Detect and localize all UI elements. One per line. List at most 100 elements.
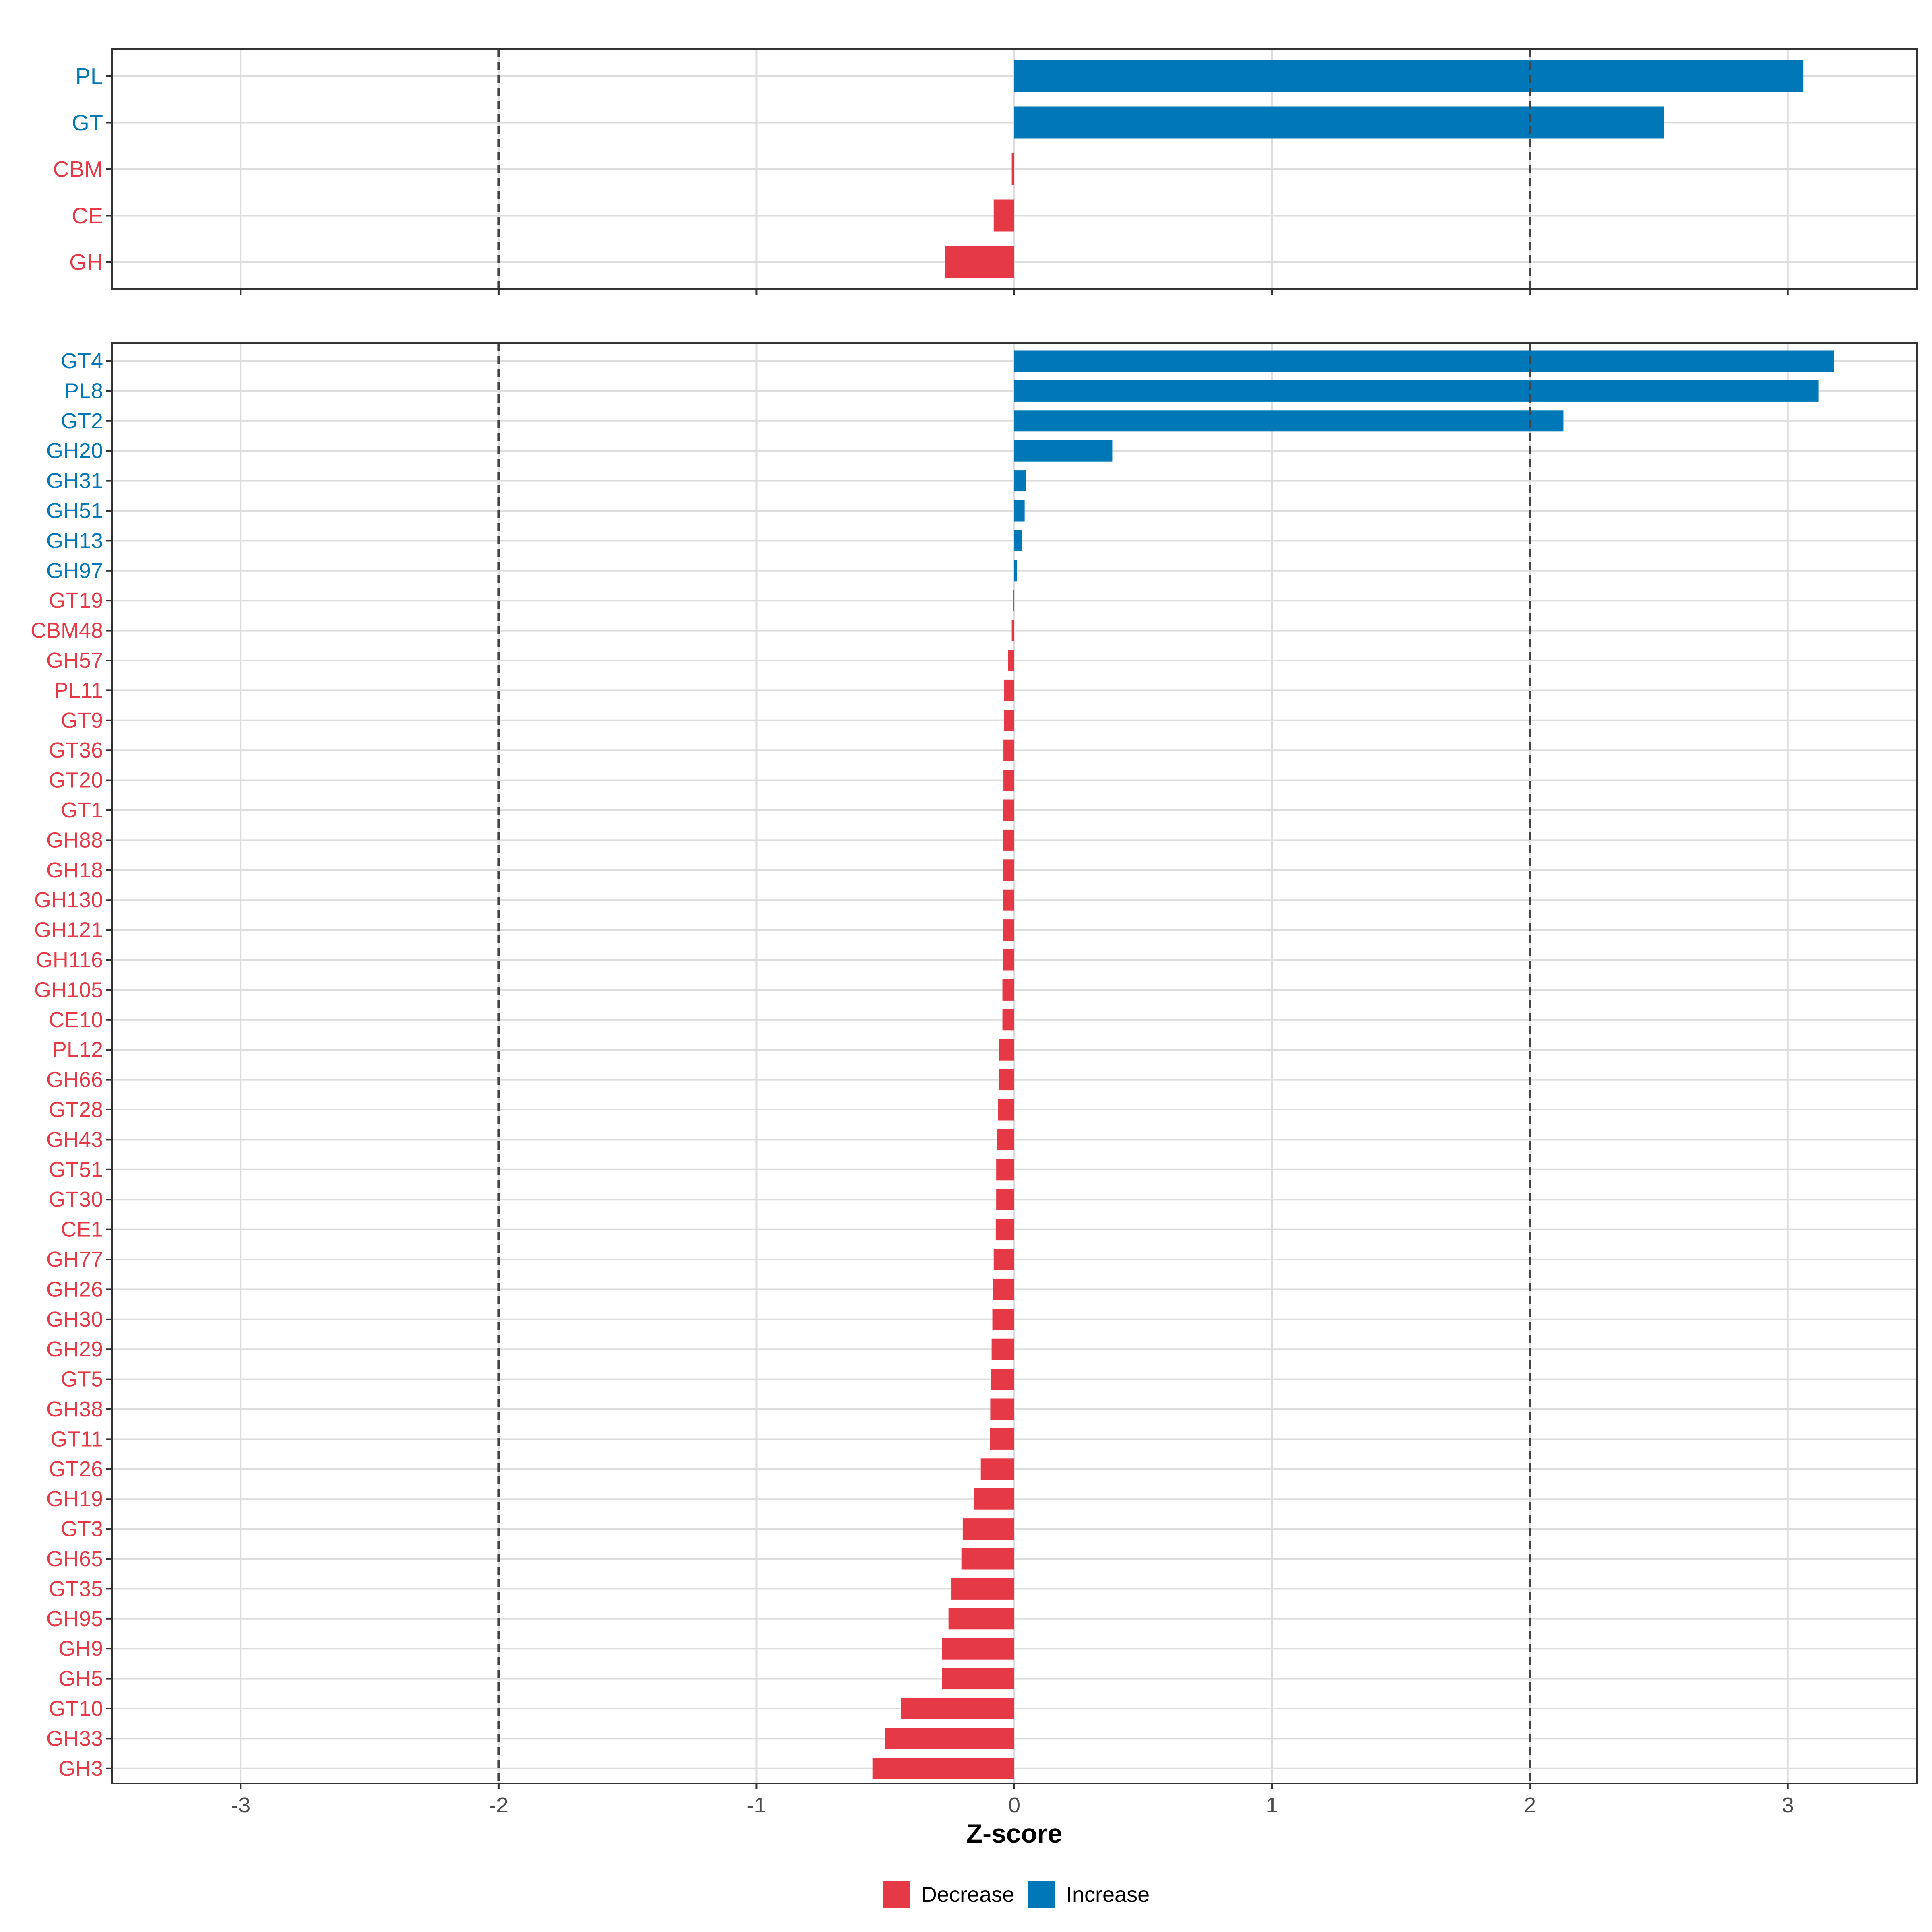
- bar-gt1: [1003, 799, 1014, 821]
- bar-gt36: [1003, 739, 1014, 761]
- y-tick-label: GT20: [49, 768, 103, 793]
- bar-gh: [945, 246, 1014, 278]
- bar-pl8: [1014, 380, 1819, 402]
- y-tick-label: GT28: [49, 1098, 103, 1122]
- y-tick-label: GT26: [49, 1457, 103, 1481]
- y-tick-label: GT36: [49, 738, 103, 762]
- bar-gt20: [1003, 770, 1014, 791]
- bar-ce10: [1002, 1009, 1014, 1031]
- bar-gh13: [1014, 530, 1022, 551]
- x-tick-label: -1: [747, 1793, 766, 1817]
- y-tick-label: PL: [76, 64, 103, 89]
- y-tick-label: GH105: [34, 978, 103, 1002]
- bar-gh97: [1014, 560, 1017, 582]
- legend-swatch-decrease: [883, 1881, 910, 1908]
- bar-gh51: [1014, 500, 1025, 522]
- bar-gh19: [974, 1488, 1014, 1510]
- legend-swatch-increase: [1028, 1881, 1055, 1908]
- y-tick-label: GH29: [46, 1337, 103, 1361]
- bar-gt5: [991, 1368, 1014, 1390]
- bar-gt11: [990, 1428, 1014, 1450]
- bar-pl12: [999, 1039, 1014, 1061]
- y-tick-label: GH38: [46, 1397, 103, 1421]
- bar-gh57: [1007, 650, 1014, 671]
- y-tick-label: PL11: [54, 678, 103, 702]
- bar-gh29: [991, 1338, 1014, 1360]
- y-tick-label: GH130: [34, 888, 103, 912]
- y-tick-label: GH5: [58, 1667, 103, 1691]
- bar-gt28: [998, 1099, 1014, 1121]
- y-tick-label: GH33: [46, 1726, 103, 1750]
- bar-gt35: [951, 1578, 1014, 1600]
- y-tick-label: GH65: [46, 1547, 103, 1571]
- y-tick-label: GH57: [46, 648, 103, 673]
- y-tick-label: GH88: [46, 828, 103, 852]
- y-tick-label: GH9: [58, 1637, 103, 1661]
- y-tick-label: GH97: [46, 559, 103, 583]
- bar-gh30: [992, 1309, 1014, 1330]
- y-tick-label: GT4: [61, 349, 103, 373]
- bar-gt4: [1014, 350, 1835, 372]
- bar-gh5: [942, 1668, 1014, 1690]
- bar-gt51: [996, 1159, 1014, 1181]
- bar-gh38: [990, 1398, 1014, 1420]
- bar-gt9: [1004, 710, 1014, 731]
- y-tick-label: GT9: [61, 708, 103, 733]
- family-level-panel: GT4PL8GT2GH20GH31GH51GH13GH97GT19CBM48GH…: [31, 342, 1918, 1817]
- y-tick-label: PL12: [52, 1038, 103, 1062]
- y-tick-label: GT10: [49, 1697, 103, 1721]
- y-tick-label: GT35: [49, 1577, 103, 1601]
- bar-gh9: [942, 1638, 1014, 1660]
- bar-gh31: [1014, 470, 1026, 492]
- legend-label-increase: Increase: [1066, 1882, 1150, 1907]
- y-tick-label: GH13: [46, 528, 103, 553]
- bar-pl11: [1004, 679, 1014, 701]
- y-tick-label: GH31: [46, 469, 103, 493]
- bar-cbm: [1011, 153, 1014, 185]
- y-tick-label: GH30: [46, 1307, 103, 1331]
- bar-gt2: [1014, 410, 1564, 432]
- y-tick-label: GT19: [49, 588, 103, 613]
- bar-gh121: [1003, 919, 1014, 941]
- y-tick-label: CBM: [53, 157, 103, 182]
- y-tick-label: GH26: [46, 1277, 103, 1301]
- y-tick-label: GH: [69, 250, 103, 275]
- y-tick-label: GH121: [34, 918, 103, 942]
- y-tick-label: GH19: [46, 1487, 103, 1511]
- bar-gh43: [997, 1129, 1014, 1150]
- y-tick-label: GH51: [46, 499, 103, 523]
- y-tick-label: GH95: [46, 1607, 103, 1631]
- y-tick-label: GT2: [61, 409, 103, 433]
- bar-gh105: [1002, 979, 1014, 1001]
- bar-gt10: [901, 1698, 1014, 1719]
- y-tick-label: GT: [72, 110, 103, 135]
- bar-cbm48: [1011, 620, 1014, 642]
- bar-ce1: [995, 1219, 1014, 1241]
- y-tick-label: CBM48: [31, 619, 103, 643]
- legend-label-decrease: Decrease: [921, 1882, 1014, 1907]
- bar-gh88: [1003, 829, 1014, 851]
- x-tick-label: -2: [489, 1793, 508, 1817]
- y-tick-label: GT5: [61, 1367, 103, 1391]
- bar-ce: [993, 199, 1014, 232]
- bar-gt26: [980, 1458, 1014, 1480]
- x-axis-title: Z-score: [966, 1818, 1062, 1848]
- y-tick-label: GH3: [58, 1757, 103, 1781]
- bar-gh116: [1003, 949, 1014, 971]
- bar-gt: [1014, 106, 1664, 139]
- y-tick-label: GH18: [46, 858, 103, 882]
- x-tick-label: 0: [1008, 1793, 1020, 1817]
- bar-gh20: [1014, 440, 1113, 462]
- y-tick-label: GH20: [46, 439, 103, 463]
- bar-gh26: [993, 1278, 1014, 1300]
- y-tick-label: GT30: [49, 1187, 103, 1212]
- y-tick-label: GH77: [46, 1247, 103, 1271]
- y-tick-label: GH43: [46, 1127, 103, 1152]
- bar-gh95: [948, 1608, 1014, 1630]
- y-tick-label: PL8: [64, 379, 103, 403]
- x-tick-label: 1: [1266, 1793, 1278, 1817]
- y-tick-label: GH66: [46, 1068, 103, 1092]
- y-tick-label: CE1: [61, 1218, 103, 1242]
- y-tick-label: GT1: [61, 798, 103, 822]
